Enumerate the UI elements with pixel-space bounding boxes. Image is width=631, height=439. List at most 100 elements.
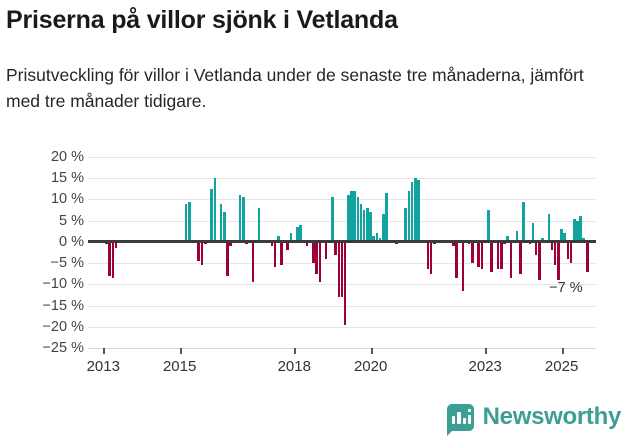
bar: [219, 203, 223, 242]
bar: [410, 182, 414, 242]
x-axis-tick-label: 2020: [353, 358, 388, 375]
bar: [257, 207, 261, 242]
gridline: [88, 220, 596, 222]
bar: [486, 210, 490, 242]
bar: [538, 241, 541, 281]
bar: [197, 241, 201, 261]
bar: [515, 231, 519, 242]
y-axis-tick-label: −5 %: [50, 255, 84, 272]
bar: [471, 241, 474, 264]
bar: [541, 237, 544, 242]
logo-bar-3: [462, 417, 467, 424]
gridline: [88, 326, 596, 328]
bar: [372, 235, 375, 242]
bar: [576, 220, 579, 242]
bar: [270, 241, 274, 247]
bar: [280, 241, 283, 266]
x-axis-tick-label: 2015: [162, 358, 197, 375]
bar: [560, 229, 563, 242]
bar: [108, 241, 112, 276]
y-axis-tick-label: −25 %: [42, 340, 84, 356]
bar: [299, 224, 303, 242]
bar: [318, 241, 322, 283]
last-value-label: −7 %: [549, 279, 583, 296]
bar: [378, 237, 382, 242]
bar: [452, 241, 455, 247]
y-axis-tick-label: 10 %: [50, 191, 84, 208]
x-axis-tick: [103, 348, 106, 354]
bar: [547, 214, 551, 242]
gridline: [88, 199, 596, 201]
bar: [114, 241, 118, 249]
bar: [480, 241, 484, 270]
gridline: [88, 305, 596, 307]
bar: [353, 190, 356, 242]
bar: [347, 195, 350, 242]
bar: [550, 241, 554, 251]
bar: [187, 201, 191, 242]
bar: [315, 241, 318, 274]
bar: [519, 241, 522, 274]
x-axis-tick-label: 2018: [277, 358, 311, 375]
gridline: [88, 157, 596, 158]
plot-area: [88, 157, 596, 349]
bar: [273, 241, 277, 268]
bar: [238, 195, 242, 242]
bar: [506, 235, 509, 242]
logo-bar-1: [451, 415, 456, 424]
gridline: [88, 178, 596, 180]
bar: [381, 214, 385, 242]
bar: [579, 216, 582, 242]
bar: [356, 197, 360, 242]
bar: [359, 203, 363, 242]
bar: [305, 241, 309, 247]
bar: [226, 241, 229, 276]
bar: [375, 233, 379, 242]
bar: [184, 203, 188, 242]
x-axis-tick-label: 2025: [544, 358, 579, 375]
bar: [490, 241, 494, 272]
bar: [223, 212, 226, 242]
x-axis-tick: [485, 348, 488, 354]
bar: [312, 241, 315, 264]
bar: [350, 190, 353, 242]
y-axis-tick-label: −15 %: [42, 297, 84, 314]
bar: [572, 218, 576, 242]
bar: [324, 241, 328, 259]
bar: [334, 241, 337, 255]
bar: [286, 241, 290, 251]
bar: [477, 241, 481, 268]
bar: [369, 212, 372, 242]
bar: [509, 241, 513, 278]
x-axis-tick: [370, 348, 373, 354]
bar: [200, 241, 204, 266]
bar: [343, 241, 347, 325]
bar: [557, 241, 560, 281]
bar: [289, 233, 293, 242]
bar: [566, 241, 570, 259]
y-axis-tick-label: 15 %: [50, 170, 84, 187]
newsworthy-logo[interactable]: Newsworthy: [446, 403, 622, 436]
y-axis-tick-label: 5 %: [59, 212, 84, 229]
bar: [582, 237, 586, 242]
y-axis-tick-label: 20 %: [50, 149, 84, 165]
bar: [296, 227, 299, 242]
zero-line: [88, 240, 596, 244]
bar: [563, 233, 566, 242]
x-axis-tick: [294, 348, 297, 354]
page-subtitle: Prisutveckling för villor i Vetlanda und…: [6, 65, 584, 111]
y-axis-tick-label: −10 %: [42, 276, 84, 293]
bar: [553, 241, 557, 266]
page-title: Priserna på villor sjönk i Vetlanda: [6, 6, 398, 34]
bar: [496, 241, 500, 270]
bar: [210, 188, 213, 242]
brand-name: Newsworthy: [482, 403, 622, 430]
bar: [404, 207, 408, 242]
bar: [569, 241, 573, 264]
bar: [531, 222, 535, 242]
bar: [229, 241, 232, 247]
bar: [522, 201, 525, 242]
y-axis-labels: 20 % 15 % 10 % 5 % 0 % −5 % −10 % −15 % −20 % −25…: [0, 149, 84, 356]
bar-chart: 20 % 15 % 10 % 5 % 0 % −5 % −10 % −15 % −20 % −25…: [0, 145, 631, 395]
bar-chart-speech-bubble-icon: [446, 403, 474, 436]
